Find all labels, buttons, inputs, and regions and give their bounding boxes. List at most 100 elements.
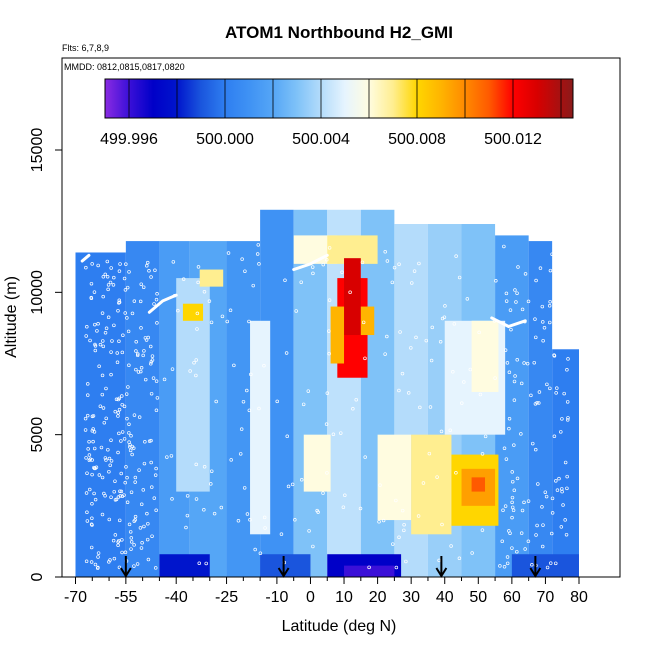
- measurement-point: [104, 416, 108, 421]
- measurement-point: [108, 558, 112, 562]
- measurement-point: [247, 319, 251, 324]
- measurement-point: [430, 325, 435, 330]
- measurement-point: [170, 497, 174, 501]
- measurement-point: [113, 409, 118, 414]
- measurement-point: [402, 522, 406, 527]
- measurement-point: [248, 517, 252, 522]
- measurement-point: [439, 429, 444, 434]
- measurement-point: [102, 420, 107, 425]
- heatmap-cell: [471, 320, 499, 392]
- measurement-point: [563, 460, 568, 465]
- measurement-point: [90, 458, 94, 462]
- heatmap-cell: [159, 554, 210, 577]
- measurement-point: [146, 557, 151, 562]
- measurement-point: [381, 518, 386, 523]
- flight-arrows: [120, 556, 542, 578]
- measurement-point: [83, 416, 88, 421]
- measurement-point: [429, 358, 434, 363]
- measurement-point: [181, 277, 186, 281]
- x-tick-label: 40: [436, 589, 454, 606]
- measurement-point: [101, 344, 106, 349]
- measurement-point: [327, 298, 332, 302]
- measurement-point: [89, 560, 94, 564]
- measurement-point: [128, 530, 133, 534]
- measurement-point: [101, 275, 106, 279]
- measurement-point: [510, 546, 514, 550]
- measurement-point: [195, 327, 199, 331]
- measurement-point: [112, 323, 116, 328]
- measurement-point: [125, 285, 130, 290]
- measurement-point: [343, 493, 347, 498]
- measurement-point: [88, 487, 92, 492]
- measurement-point: [83, 428, 88, 432]
- measurement-point: [552, 353, 556, 357]
- measurement-point: [112, 489, 116, 494]
- x-tick-label: 80: [570, 589, 588, 606]
- measurement-point: [145, 260, 150, 265]
- x-tick-label: -70: [64, 589, 87, 606]
- measurement-point: [145, 511, 149, 516]
- measurement-point: [92, 290, 97, 294]
- measurement-point: [541, 320, 545, 324]
- heatmap-cell: [377, 434, 412, 521]
- measurement-point: [122, 404, 127, 409]
- measurement-point: [165, 455, 169, 459]
- heatmap-cell: [182, 303, 204, 321]
- measurement-point: [512, 398, 517, 402]
- measurement-point: [130, 311, 135, 316]
- measurement-point: [311, 271, 315, 276]
- measurement-point: [87, 439, 91, 444]
- measurement-point: [85, 413, 90, 418]
- measurement-point: [96, 321, 100, 326]
- measurement-point: [514, 300, 518, 304]
- measurement-point: [504, 299, 509, 303]
- measurement-point: [85, 393, 90, 397]
- measurement-point: [533, 447, 538, 452]
- measurement-point: [103, 272, 108, 277]
- measurement-point: [256, 243, 261, 247]
- measurement-point: [321, 262, 326, 267]
- chart-title: ATOM1 Northbound H2_GMI: [225, 23, 453, 42]
- measurement-point: [107, 456, 112, 461]
- x-tick-label: 60: [503, 589, 521, 606]
- measurement-point: [449, 544, 453, 548]
- measurement-point: [155, 396, 160, 400]
- measurement-point: [561, 324, 565, 328]
- measurement-point: [162, 377, 167, 382]
- measurement-point: [239, 427, 244, 431]
- measurement-point: [533, 317, 537, 321]
- measurement-point: [155, 321, 159, 325]
- measurement-point: [129, 536, 134, 540]
- measurement-point: [153, 268, 157, 273]
- measurement-point: [96, 551, 101, 555]
- measurement-point: [553, 266, 558, 271]
- measurement-point: [209, 482, 213, 486]
- measurement-point: [341, 505, 346, 509]
- measurement-point: [502, 244, 506, 249]
- measurement-point: [351, 407, 355, 411]
- measurement-points: [80, 243, 570, 570]
- heatmap-cells: [75, 209, 579, 577]
- measurement-point: [535, 400, 539, 405]
- y-tick-label: 15000: [29, 128, 46, 173]
- measurement-point: [532, 360, 536, 365]
- measurement-point: [90, 516, 94, 521]
- y-axis-label: Altitude (m): [3, 276, 20, 358]
- measurement-point: [526, 499, 531, 503]
- measurement-point: [508, 308, 513, 312]
- measurement-point: [132, 519, 136, 523]
- x-tick-label: -25: [215, 589, 238, 606]
- measurement-point: [137, 415, 142, 419]
- measurement-point: [101, 339, 105, 343]
- colorbar-tick-label: 499.996: [100, 131, 158, 148]
- measurement-point: [85, 382, 90, 386]
- measurement-point: [140, 541, 144, 545]
- measurement-point: [561, 503, 565, 507]
- measurement-point: [86, 447, 90, 451]
- measurement-point: [220, 314, 225, 319]
- measurement-point: [105, 274, 110, 279]
- measurement-point: [515, 549, 519, 554]
- measurement-point: [358, 506, 363, 511]
- measurement-point: [507, 416, 512, 421]
- measurement-point: [480, 452, 485, 456]
